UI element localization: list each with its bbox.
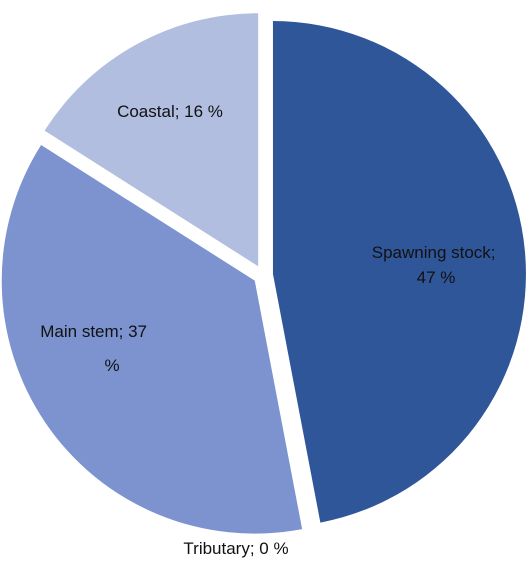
slice-label-spawning-stock: Spawning stock; 47 % (372, 243, 501, 287)
pie-slice-coastal (44, 13, 259, 267)
pie-slices (1, 13, 526, 534)
slice-label-coastal: Coastal; 16 % (117, 102, 223, 121)
slice-label-main-stem: Main stem; 37 % (40, 322, 152, 375)
pie-slice-main-stem (1, 145, 303, 534)
pie-slice-spawning-stock (272, 21, 526, 523)
slice-label-tributary: Tributary; 0 % (183, 539, 288, 558)
pie-labels: Spawning stock; 47 % Tributary; 0 % Main… (40, 102, 501, 558)
